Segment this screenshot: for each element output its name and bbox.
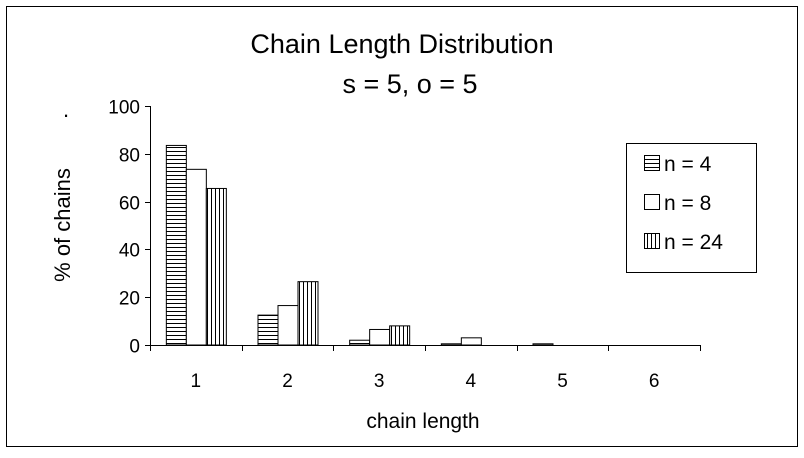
legend-label: n = 8 <box>664 192 711 215</box>
chart-subtitle: s = 5, o = 5 <box>342 69 477 99</box>
y-tick-label: 60 <box>119 194 140 215</box>
legend-swatch <box>644 233 660 249</box>
y-tick-label: 0 <box>129 337 140 358</box>
bar-n8-cat4 <box>460 337 482 346</box>
y-tick-label: 40 <box>119 241 140 262</box>
legend-label: n = 4 <box>664 153 712 176</box>
tick-labels: 0 20 40 60 80 100 1 2 3 4 5 6 <box>108 98 659 393</box>
bar-n8-cat2 <box>277 305 299 346</box>
bar-n4-cat4 <box>440 343 462 346</box>
bar-n4-cat5 <box>532 343 554 346</box>
bar-n8-cat3 <box>369 328 391 346</box>
x-tick-label: 6 <box>649 371 660 392</box>
legend: n = 4 n = 8 n = 24 <box>626 143 757 273</box>
y-tick-label: 80 <box>119 146 140 167</box>
chart-title: Chain Length Distribution <box>250 29 553 59</box>
x-tick-label: 5 <box>557 371 568 392</box>
x-tick-label: 2 <box>282 371 293 392</box>
x-tick-label: 1 <box>191 371 202 392</box>
axes <box>145 106 701 351</box>
x-tick-label: 3 <box>374 371 385 392</box>
legend-swatch <box>644 194 660 210</box>
bar-n4-cat2 <box>257 314 279 346</box>
legend-label: n = 24 <box>664 231 723 254</box>
y-axis-title: % of chains <box>50 168 75 282</box>
bar-n24-cat2 <box>297 281 319 346</box>
bar-n4-cat1 <box>165 144 187 346</box>
bar-n24-cat3 <box>389 325 411 346</box>
bars <box>165 144 554 346</box>
bar-n24-cat1 <box>205 187 227 346</box>
corner-mark: . <box>63 97 69 122</box>
legend-swatch <box>644 155 660 171</box>
bar-n4-cat3 <box>349 339 371 346</box>
y-tick-label: 100 <box>108 98 140 119</box>
x-tick-label: 4 <box>466 371 477 392</box>
x-axis-title: chain length <box>366 410 479 433</box>
bar-n8-cat1 <box>185 168 207 346</box>
y-tick-label: 20 <box>119 289 140 310</box>
